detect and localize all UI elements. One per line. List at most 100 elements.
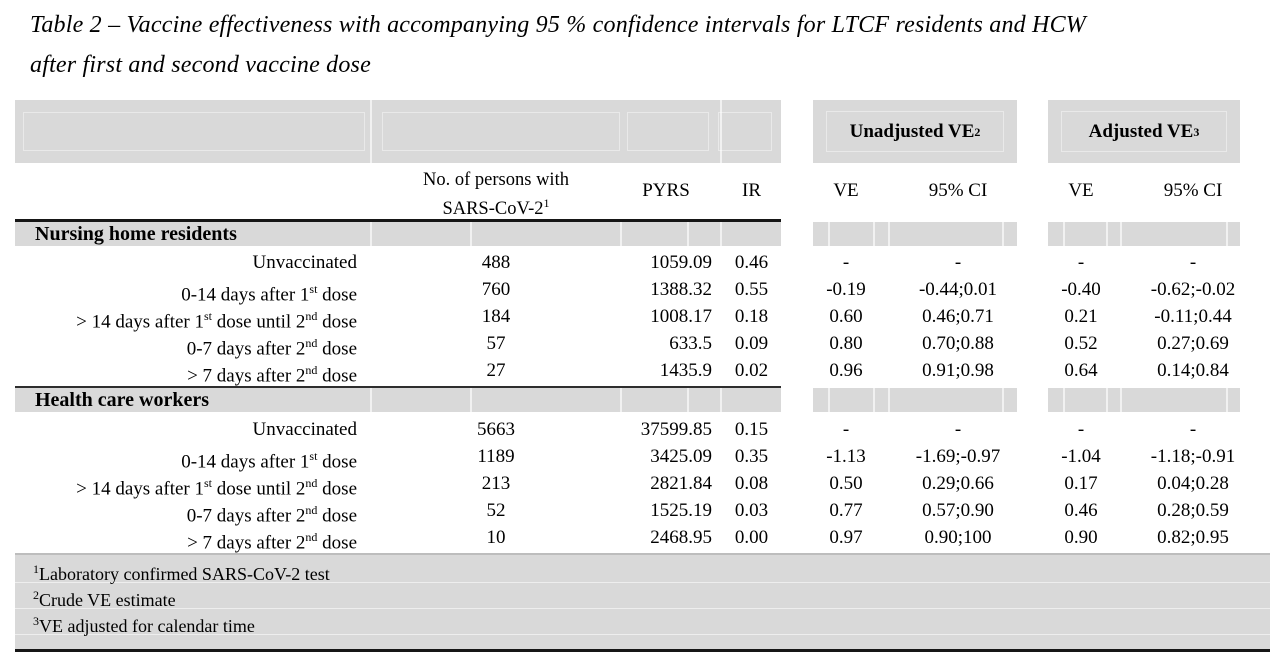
ordinal-superscript: nd (305, 530, 318, 544)
unadjusted-ve-label: Unadjusted VE (849, 120, 975, 142)
column-header-row: No. of persons with SARS-CoV-21 PYRS IR … (0, 163, 1283, 219)
cell-unadjusted-ve: -1.13 (826, 446, 866, 467)
cell-label: 0-7 days after 2nd dose (186, 336, 357, 360)
cell-pyrs: 1008.17 (650, 306, 712, 327)
table-row: > 7 days after 2nd dose 10 2468.95 0.00 0.97… (0, 524, 1283, 553)
cell-divider (873, 388, 875, 412)
cell-persons: 52 (486, 500, 506, 521)
col-header-ir: IR (742, 180, 761, 201)
footnote-marker: 2 (33, 588, 39, 602)
cell-unadjusted-ci: 0.46;0.71 (922, 306, 994, 327)
cell-persons: 1189 (477, 446, 515, 467)
section-header-gray-cell (1048, 388, 1240, 412)
cell-divider (720, 222, 722, 246)
cell-ir: 0.18 (734, 306, 769, 327)
cell-adjusted-ve: - (1077, 252, 1085, 273)
ordinal-superscript: st (203, 476, 212, 490)
cell-divider (370, 222, 372, 246)
table-row: 0-14 days after 1st dose 760 1388.32 0.55 -0… (0, 276, 1283, 306)
col-header-unadjusted-ci: 95% CI (928, 180, 988, 201)
cell-persons: 5663 (477, 419, 515, 440)
cell-adjusted-ve: 0.64 (1064, 360, 1098, 381)
footnote: 3VE adjusted for calendar time (15, 609, 1270, 636)
cell-unadjusted-ci: - (954, 419, 962, 440)
cell-divider (1106, 388, 1108, 412)
cell-divider (828, 388, 830, 412)
footnote-band: 1Laboratory confirmed SARS-CoV-2 test 2Cr… (15, 553, 1270, 652)
ordinal-superscript: nd (305, 363, 318, 377)
cell-divider (1063, 222, 1065, 246)
table-row: 0-7 days after 2nd dose 52 1525.19 0.03 0.77… (0, 497, 1283, 527)
ordinal-superscript: st (309, 282, 318, 296)
table-row: > 7 days after 2nd dose 27 1435.9 0.02 0.96 0… (0, 357, 1283, 387)
cell-adjusted-ci: -1.18;-0.91 (1150, 446, 1236, 467)
ordinal-superscript: nd (305, 503, 318, 517)
cell-divider (888, 388, 890, 412)
section-title: Health care workers (35, 389, 210, 411)
header-cell-blank (23, 112, 365, 151)
cell-adjusted-ci: -0.11;0.44 (1154, 306, 1232, 327)
cell-divider (720, 388, 722, 412)
cell-divider (470, 222, 472, 246)
table-row: Unvaccinated 5663 37599.85 0.15 - - - - (0, 416, 1283, 443)
cell-ir: 0.09 (734, 333, 769, 354)
cell-adjusted-ve: 0.46 (1064, 500, 1098, 521)
cell-divider (888, 222, 890, 246)
cell-divider (1002, 388, 1004, 412)
cell-adjusted-ci: -0.62;-0.02 (1150, 279, 1236, 300)
cell-pyrs: 1525.19 (650, 500, 712, 521)
section-title: Nursing home residents (35, 223, 237, 245)
ordinal-superscript: st (203, 309, 212, 323)
header-band-left (15, 100, 781, 163)
table-rule-top (15, 219, 781, 222)
cell-pyrs: 1059.09 (650, 252, 712, 273)
col-header-persons-line1: No. of persons with (423, 170, 569, 190)
adjusted-ve-label: Adjusted VE (1088, 120, 1194, 142)
cell-divider (620, 388, 622, 412)
cell-adjusted-ve: 0.21 (1064, 306, 1098, 327)
col-header-persons-text: SARS-CoV-2 (442, 199, 544, 220)
section-header-gray-cell (813, 388, 1017, 412)
cell-adjusted-ve: - (1077, 419, 1085, 440)
cell-label: > 7 days after 2nd dose (187, 363, 357, 387)
cell-unadjusted-ci: -1.69;-0.97 (915, 446, 1001, 467)
cell-label: 0-14 days after 1st dose (181, 282, 357, 306)
unadjusted-ve-header-cell: Unadjusted VE 2 (813, 100, 1017, 163)
cell-adjusted-ci: - (1189, 252, 1197, 273)
cell-divider (620, 222, 622, 246)
col-header-unadjusted-ve: VE (833, 180, 859, 201)
cell-label: Unvaccinated (252, 252, 357, 273)
adjusted-ve-header-cell: Adjusted VE 3 (1048, 100, 1240, 163)
footnote: 2Crude VE estimate (15, 583, 1270, 610)
cell-adjusted-ci: 0.28;0.59 (1157, 500, 1229, 521)
table-caption-line1: Table 2 – Vaccine effectiveness with acc… (30, 12, 1086, 38)
cell-pyrs: 2468.95 (650, 527, 712, 548)
table-top-header-band: Unadjusted VE 2 Adjusted VE 3 (0, 100, 1283, 163)
ordinal-superscript: nd (305, 336, 318, 350)
cell-adjusted-ve: -1.04 (1061, 446, 1101, 467)
header-cell-blank (627, 112, 709, 151)
cell-ir: 0.03 (734, 500, 769, 521)
ordinal-superscript: nd (305, 476, 318, 490)
section-header-row: Health care workers (0, 388, 1283, 412)
cell-ir: 0.15 (734, 419, 769, 440)
footnote-marker: 1 (33, 562, 39, 576)
cell-adjusted-ci: 0.14;0.84 (1157, 360, 1229, 381)
table-row: > 14 days after 1st dose until 2nd dose 1… (0, 303, 1283, 332)
cell-divider (873, 222, 875, 246)
cell-divider (1120, 222, 1122, 246)
cell-unadjusted-ci: 0.90;100 (924, 527, 992, 548)
cell-adjusted-ve: 0.17 (1064, 473, 1098, 494)
cell-pyrs: 2821.84 (650, 473, 712, 494)
cell-unadjusted-ve: 0.77 (829, 500, 863, 521)
cell-divider (1226, 388, 1228, 412)
cell-adjusted-ve: 0.90 (1064, 527, 1098, 548)
cell-label: 0-7 days after 2nd dose (186, 503, 357, 527)
table-row: > 14 days after 1st dose until 2nd dose 2… (0, 470, 1283, 499)
table-caption-line2: after first and second vaccine dose (30, 52, 371, 78)
cell-divider (370, 100, 372, 163)
cell-adjusted-ci: 0.04;0.28 (1157, 473, 1229, 494)
persons-footnote-marker: 1 (543, 196, 550, 210)
section-header-gray-cell (1048, 222, 1240, 246)
